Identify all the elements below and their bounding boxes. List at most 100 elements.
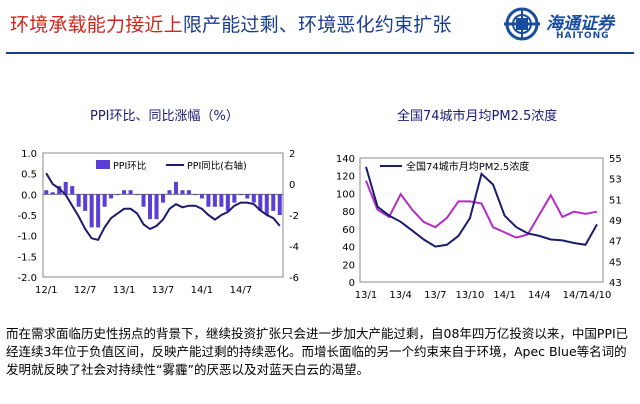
chart1-bar (167, 190, 172, 195)
chart1-ytick-right: 2 (289, 149, 295, 160)
chart1-bar (219, 194, 224, 207)
chart1-bar (128, 190, 133, 195)
chart1-xtick: 14/7 (230, 285, 252, 296)
chart2-xtick: 14/10 (583, 290, 612, 301)
chart1-ytick-right: 0 (289, 180, 295, 191)
chart1-ytick-left: 0.0 (21, 190, 37, 201)
chart1-bar (173, 181, 178, 195)
chart1-bar (115, 194, 120, 196)
chart1-line-ppi-yoy (45, 172, 281, 241)
chart2-xtick: 14/1 (493, 290, 515, 301)
chart1-bar (44, 190, 49, 195)
chart1-xtick: 12/7 (74, 285, 96, 296)
slide-title: 环境承载能力接近上限产能过剩、环境恶化约束扩张 (10, 10, 452, 37)
chart2-ytick-left: 40 (342, 243, 355, 254)
chart1-ytick-left: -1.5 (17, 252, 37, 263)
chart1-bar (50, 192, 55, 195)
chart1-legend-label-line: PPI同比(右轴) (187, 160, 247, 172)
chart2-plot-frame (359, 157, 604, 283)
chart1-bar (160, 194, 166, 203)
chart1-bar (122, 190, 127, 195)
chart2-line-pm25 (365, 166, 598, 248)
chart1-bar (109, 194, 114, 199)
chart1-bar (83, 194, 88, 211)
logo-text-en: HAITONG (556, 31, 610, 41)
chart1-bar (154, 194, 159, 220)
haitong-emblem-icon (504, 7, 540, 41)
chart1-bar (89, 194, 94, 228)
chart2-xtick: 14/4 (528, 290, 550, 301)
chart1-bar (63, 181, 68, 195)
chart1-ytick-left: 0.5 (21, 170, 37, 181)
logo-text-cn: 海通证券 (546, 14, 614, 34)
chart1-ytick-left: -1.0 (17, 232, 37, 243)
chart2-ytick-left: 80 (342, 207, 355, 218)
chart1-bar (251, 194, 256, 203)
chart1-bar (186, 190, 191, 195)
chart1-xtick: 13/7 (152, 285, 174, 296)
chart1-bar (141, 194, 146, 207)
chart2-xtick: 13/4 (389, 290, 411, 301)
chart1-bar (135, 194, 140, 196)
chart2-xtick: 13/7 (424, 290, 446, 301)
chart2-ytick-right: 51 (609, 195, 622, 206)
chart1-bar (180, 190, 185, 195)
chart1-bar (271, 194, 276, 211)
chart1-plot-frame (42, 152, 284, 278)
chart1-legend-label-bar: PPI环比 (113, 160, 146, 172)
chart1-xtick: 12/1 (35, 285, 57, 296)
header-rule (6, 52, 634, 54)
chart1-ytick-left: -0.5 (17, 211, 37, 222)
chart2-ytick-left: 0 (349, 278, 355, 289)
chart1-bar (102, 194, 107, 207)
chart2-legend-label: 全国74城市月均PM2.5浓度 (406, 160, 529, 173)
chart2-line-magenta (365, 180, 598, 239)
chart1-bar (70, 186, 75, 195)
chart1-ytick-right: -4 (289, 242, 299, 253)
chart1-bar (193, 194, 198, 196)
chart2-title: 全国74城市月均PM2.5浓度 (397, 109, 558, 124)
chart1-legend-swatch-bar (96, 160, 110, 169)
chart2-ytick-left: 100 (336, 189, 355, 200)
chart1-bar (277, 194, 282, 215)
chart2-ytick-right: 55 (609, 154, 622, 165)
chart2-pm25: 140 120 100 80 60 40 20 0 55 53 51 49 47 45 43 13/1 13/4… (336, 154, 622, 301)
chart1-ytick-right: -6 (289, 273, 299, 284)
chart1-xtick: 14/1 (191, 285, 213, 296)
title-rest: 限产能过剩、环境恶化约束扩张 (182, 14, 452, 36)
footer-text: 而在需求面临历史性拐点的背景下，继续投资扩张只会进一步加大产能过剩，自08年四万… (6, 326, 629, 377)
chart1-bar (232, 194, 237, 203)
chart1-bar (206, 194, 211, 207)
chart2-xtick: 13/10 (456, 290, 485, 301)
chart1-bar (57, 186, 62, 195)
chart1-bar (96, 194, 101, 228)
chart1-ytick-left: 1.0 (21, 149, 37, 160)
chart2-xtick: 14/7 (563, 290, 585, 301)
chart1-xtick: 13/1 (113, 285, 135, 296)
title-highlight: 环境承载能力接近上 (10, 14, 183, 36)
chart2-ytick-right: 53 (609, 175, 622, 186)
chart1-ppi: 1.0 0.5 0.0 -0.5 -1.0 -1.5 -2.0 2 0 -2 -4 -6 12/1 12/… (17, 149, 299, 296)
chart1-bar (238, 194, 243, 196)
chart1-title: PPI环比、同比涨幅（%） (90, 109, 239, 124)
chart1-ytick-left: -2.0 (17, 273, 37, 284)
chart2-ytick-left: 140 (336, 154, 355, 165)
chart2-ytick-right: 43 (609, 278, 622, 289)
chart2-xtick: 13/1 (355, 290, 377, 301)
chart2-ytick-left: 120 (336, 172, 355, 183)
haitong-logo: 海通证券 HAITONG (502, 4, 634, 44)
chart2-ytick-right: 47 (609, 237, 622, 248)
chart2-ytick-right: 49 (609, 216, 622, 227)
chart1-bar (245, 194, 250, 199)
chart1-bar (212, 194, 217, 207)
chart1-bar (258, 194, 263, 211)
chart1-bar (264, 194, 269, 215)
slide-header: 环境承载能力接近上限产能过剩、环境恶化约束扩张 海通证券 HAITONG (0, 0, 640, 50)
chart1-bar (199, 194, 204, 199)
chart1-bar (225, 194, 230, 211)
chart1-bar (148, 194, 153, 220)
chart2-ytick-left: 60 (342, 225, 355, 236)
chart1-bar (76, 194, 81, 207)
chart1-ytick-right: -2 (289, 211, 299, 222)
chart2-ytick-right: 45 (609, 257, 622, 268)
